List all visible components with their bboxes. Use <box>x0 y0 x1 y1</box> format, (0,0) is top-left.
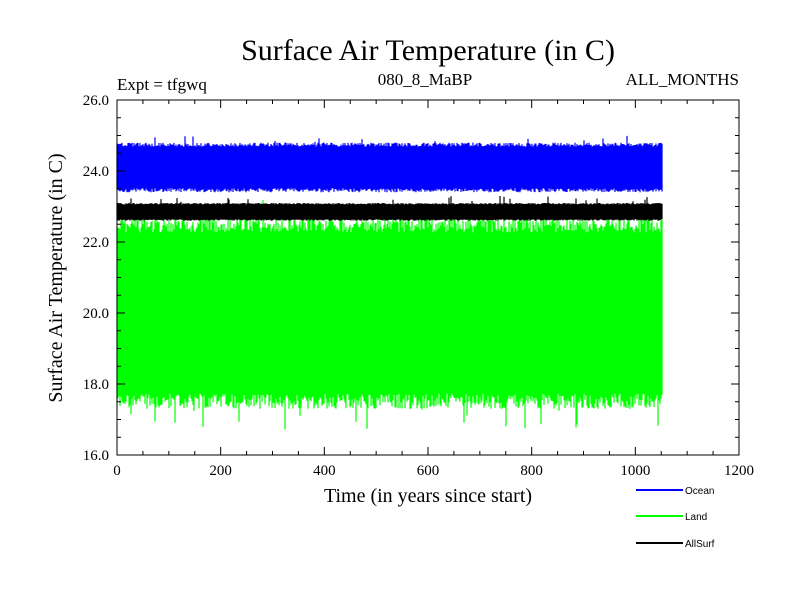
x-tick-label: 200 <box>209 463 232 479</box>
legend-label: AllSurf <box>685 539 715 550</box>
data-layer <box>116 135 663 430</box>
chart-title: Surface Air Temperature (in C) <box>241 34 615 67</box>
chart-subtitle-center: 080_8_MaBP <box>378 70 472 89</box>
y-tick-label: 16.0 <box>83 448 109 464</box>
legend-item-land: Land <box>636 512 707 523</box>
y-tick-label: 20.0 <box>83 306 109 322</box>
x-tick-label: 400 <box>313 463 336 479</box>
x-tick-label: 0 <box>113 463 121 479</box>
chart-subtitle-right: ALL_MONTHS <box>626 70 739 89</box>
series-land <box>116 200 663 430</box>
y-tick-label: 18.0 <box>83 377 109 393</box>
ticks-layer: 0 200 400 600 800 1000 1200 16.0 18.0 20.0 22.0 24.… <box>83 93 754 479</box>
x-tick-label: 800 <box>520 463 543 479</box>
x-axis-label: Time (in years since start) <box>324 485 532 507</box>
x-tick-label: 1200 <box>724 463 754 479</box>
y-tick-label: 22.0 <box>83 235 109 251</box>
legend-item-allsurf: AllSurf <box>636 539 715 550</box>
legend-label: Land <box>685 512 707 523</box>
legend-label: Ocean <box>685 486 714 497</box>
chart-subtitle-left: Expt = tfgwq <box>117 75 207 94</box>
y-tick-label: 24.0 <box>83 164 109 180</box>
legend: Ocean Land AllSurf <box>636 486 715 550</box>
legend-item-ocean: Ocean <box>636 486 714 497</box>
x-tick-label: 1000 <box>620 463 650 479</box>
x-tick-label: 600 <box>417 463 440 479</box>
y-tick-label: 26.0 <box>83 93 109 109</box>
y-axis-label: Surface Air Temperature (in C) <box>45 153 67 402</box>
